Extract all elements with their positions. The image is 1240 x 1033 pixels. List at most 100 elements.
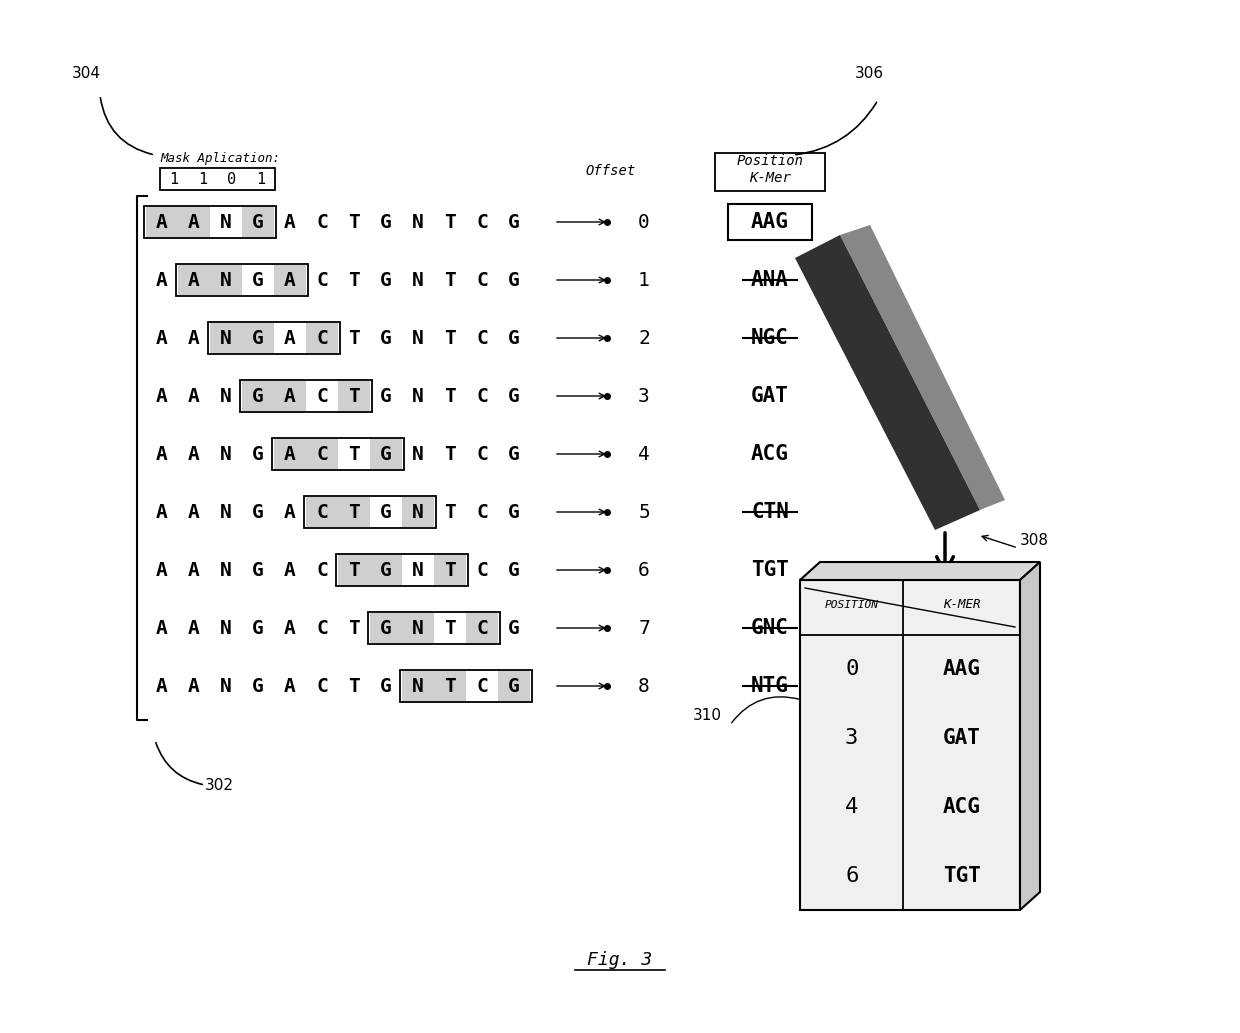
- Bar: [241, 380, 372, 412]
- Bar: [402, 497, 434, 527]
- Text: C: C: [316, 386, 327, 406]
- Bar: [274, 439, 306, 469]
- Text: 7: 7: [639, 619, 650, 637]
- Bar: [176, 264, 308, 296]
- Bar: [339, 381, 370, 411]
- Text: C: C: [476, 502, 487, 522]
- Text: G: G: [381, 502, 392, 522]
- Text: C: C: [316, 619, 327, 637]
- Text: GAT: GAT: [942, 728, 981, 748]
- Bar: [208, 322, 340, 354]
- Bar: [800, 580, 1021, 910]
- Text: G: G: [508, 328, 520, 347]
- Text: N: N: [412, 328, 424, 347]
- Text: A: A: [284, 502, 296, 522]
- Text: A: A: [284, 213, 296, 231]
- Text: N: N: [412, 444, 424, 464]
- Bar: [210, 265, 242, 295]
- Text: N: N: [412, 502, 424, 522]
- Text: C: C: [316, 271, 327, 289]
- Text: C: C: [476, 328, 487, 347]
- Text: C: C: [316, 213, 327, 231]
- Text: N: N: [412, 213, 424, 231]
- Text: N: N: [221, 386, 232, 406]
- Text: N: N: [412, 271, 424, 289]
- Text: A: A: [156, 444, 167, 464]
- Text: G: G: [252, 213, 264, 231]
- Bar: [728, 204, 812, 240]
- Text: N: N: [412, 677, 424, 695]
- Text: N: N: [221, 561, 232, 580]
- Text: ACG: ACG: [751, 444, 789, 464]
- Bar: [336, 554, 467, 586]
- Text: A: A: [188, 619, 200, 637]
- Text: G: G: [381, 271, 392, 289]
- Text: G: G: [381, 444, 392, 464]
- Text: A: A: [156, 619, 167, 637]
- Text: 310: 310: [693, 708, 722, 723]
- Text: TGT: TGT: [751, 560, 789, 580]
- Bar: [368, 612, 500, 644]
- Text: G: G: [508, 619, 520, 637]
- Text: G: G: [508, 677, 520, 695]
- Text: G: G: [508, 271, 520, 289]
- Text: G: G: [252, 561, 264, 580]
- Text: A: A: [188, 502, 200, 522]
- Text: C: C: [316, 677, 327, 695]
- Text: A: A: [156, 502, 167, 522]
- Text: N: N: [221, 271, 232, 289]
- Text: N: N: [412, 386, 424, 406]
- Text: 2: 2: [639, 328, 650, 347]
- Text: G: G: [381, 561, 392, 580]
- Polygon shape: [839, 225, 1004, 510]
- Text: A: A: [188, 444, 200, 464]
- Text: N: N: [221, 328, 232, 347]
- Bar: [242, 207, 274, 237]
- Text: 0: 0: [227, 171, 237, 187]
- Text: A: A: [156, 561, 167, 580]
- Text: C: C: [476, 271, 487, 289]
- Text: 4: 4: [844, 796, 858, 817]
- Text: 5: 5: [639, 502, 650, 522]
- Text: N: N: [221, 677, 232, 695]
- Text: C: C: [316, 561, 327, 580]
- Text: C: C: [476, 386, 487, 406]
- Text: A: A: [284, 328, 296, 347]
- Text: C: C: [476, 561, 487, 580]
- Text: ACG: ACG: [942, 796, 981, 817]
- Text: A: A: [156, 271, 167, 289]
- Text: A: A: [156, 328, 167, 347]
- Text: A: A: [156, 677, 167, 695]
- Text: N: N: [221, 213, 232, 231]
- Bar: [401, 670, 532, 702]
- Text: T: T: [348, 561, 360, 580]
- Bar: [402, 613, 434, 643]
- Text: C: C: [316, 328, 327, 347]
- Text: 304: 304: [72, 66, 100, 81]
- Bar: [434, 671, 466, 701]
- Text: G: G: [381, 619, 392, 637]
- Text: C: C: [476, 619, 487, 637]
- Bar: [179, 207, 210, 237]
- Bar: [715, 153, 825, 191]
- Text: 3: 3: [639, 386, 650, 406]
- Text: A: A: [284, 444, 296, 464]
- Text: A: A: [156, 386, 167, 406]
- Text: 1: 1: [257, 171, 265, 187]
- Text: N: N: [221, 502, 232, 522]
- Text: A: A: [188, 328, 200, 347]
- Bar: [179, 265, 210, 295]
- Bar: [274, 381, 306, 411]
- Text: G: G: [252, 271, 264, 289]
- Text: N: N: [412, 619, 424, 637]
- Text: N: N: [412, 561, 424, 580]
- Bar: [339, 497, 370, 527]
- Text: T: T: [444, 502, 456, 522]
- Text: T: T: [348, 271, 360, 289]
- Text: A: A: [284, 271, 296, 289]
- Text: 4: 4: [639, 444, 650, 464]
- Text: 308: 308: [1021, 533, 1049, 547]
- Text: 1: 1: [639, 271, 650, 289]
- Text: G: G: [381, 328, 392, 347]
- Text: G: G: [252, 677, 264, 695]
